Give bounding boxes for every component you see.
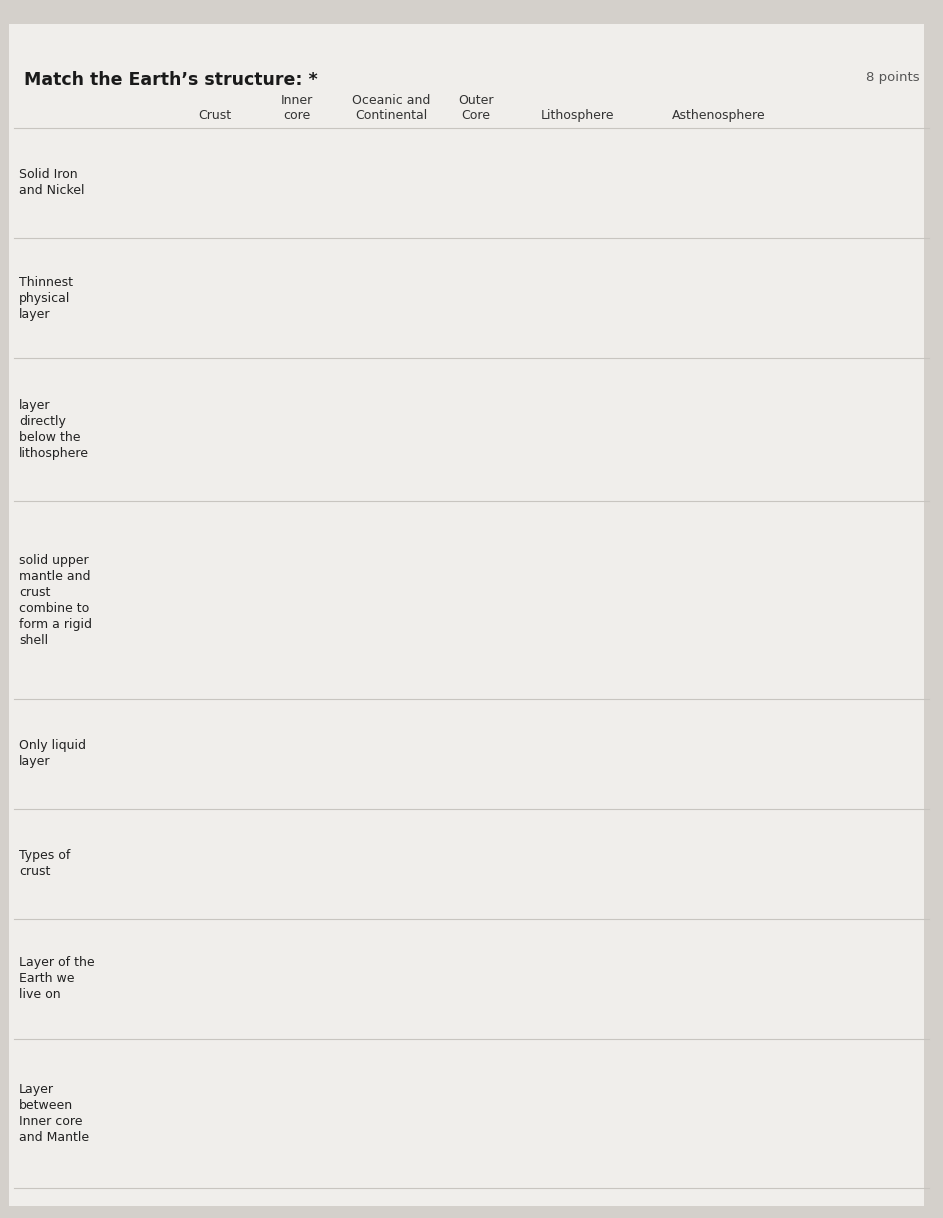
Text: Layer
between
Inner core
and Mantle: Layer between Inner core and Mantle [19, 1083, 89, 1144]
Text: Thinnest
physical
layer: Thinnest physical layer [19, 275, 73, 320]
Text: Types of
crust: Types of crust [19, 849, 70, 878]
Text: Crust: Crust [198, 108, 232, 122]
Text: Solid Iron
and Nickel: Solid Iron and Nickel [19, 168, 84, 197]
Text: Outer
Core: Outer Core [458, 94, 494, 122]
Text: Layer of the
Earth we
live on: Layer of the Earth we live on [19, 956, 94, 1001]
Text: layer
directly
below the
lithosphere: layer directly below the lithosphere [19, 400, 89, 460]
Text: Lithosphere: Lithosphere [540, 108, 614, 122]
Text: Inner
core: Inner core [281, 94, 313, 122]
Text: solid upper
mantle and
crust
combine to
form a rigid
shell: solid upper mantle and crust combine to … [19, 553, 91, 647]
FancyBboxPatch shape [9, 24, 924, 1206]
Text: 8 points: 8 points [866, 71, 919, 84]
Text: Oceanic and
Continental: Oceanic and Continental [352, 94, 431, 122]
Text: Only liquid
layer: Only liquid layer [19, 739, 86, 769]
Text: Match the Earth’s structure: *: Match the Earth’s structure: * [24, 71, 318, 89]
Text: Asthenosphere: Asthenosphere [671, 108, 766, 122]
